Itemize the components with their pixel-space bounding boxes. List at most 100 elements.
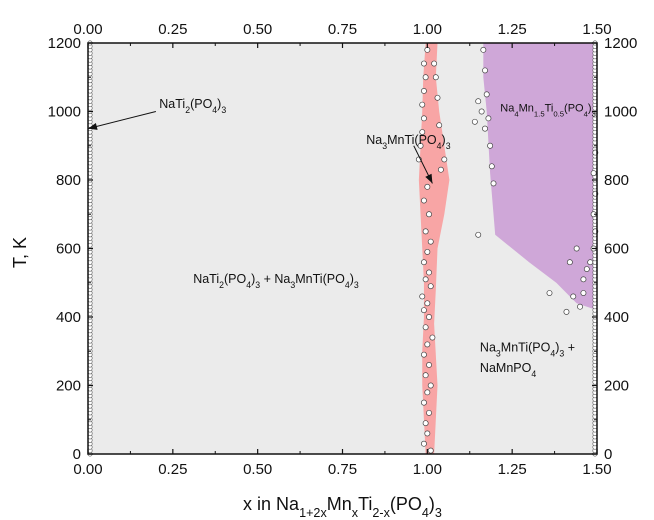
arrow-line-0	[87, 111, 156, 130]
data-point	[422, 324, 429, 331]
data-point	[420, 351, 427, 358]
y-tick-label-right: 400	[604, 309, 629, 326]
arrow-head-0	[88, 123, 98, 130]
data-point	[487, 142, 494, 149]
data-point	[420, 115, 427, 122]
data-point	[434, 94, 441, 101]
y-tick-label-right: 0	[604, 446, 612, 463]
edge-data-points	[87, 40, 598, 457]
axis-ticks: 0.00 0.00 0.25 0.25 0.50 0.50 0.75 0.75 1.00 1.00…	[48, 21, 638, 478]
data-point	[482, 67, 488, 74]
phase-annotations: NaTi2(PO4)3 Na3MnTi(PO4)3 Na4Mn1.5Ti0.5(PO…	[159, 97, 596, 379]
x-tick-label-bottom: 0.50	[243, 461, 272, 478]
data-point	[426, 362, 432, 368]
data-point	[546, 290, 553, 296]
data-point	[431, 60, 438, 67]
y-tick-label-right: 1000	[604, 104, 637, 121]
data-point	[420, 259, 427, 266]
data-point	[419, 101, 426, 108]
y-tick-label-left: 1200	[48, 35, 81, 52]
data-point	[420, 440, 427, 447]
annotation-arrows	[87, 111, 433, 184]
data-point	[563, 308, 570, 315]
x-tick-label-bottom: 1.00	[413, 461, 442, 478]
data-point	[424, 341, 431, 348]
x-tick-label-bottom: 0.25	[158, 461, 187, 478]
data-point	[427, 238, 434, 245]
data-point	[432, 74, 439, 81]
data-point	[424, 248, 431, 255]
x-tick-label-bottom: 1.25	[498, 461, 527, 478]
region-1	[483, 43, 597, 311]
data-point	[424, 430, 431, 437]
data-point	[420, 60, 427, 67]
data-point	[483, 91, 490, 98]
data-point	[475, 231, 482, 238]
data-point	[424, 46, 431, 53]
data-point	[437, 166, 444, 173]
data-point	[577, 303, 583, 310]
data-point	[566, 259, 573, 266]
data-point	[427, 283, 434, 290]
x-tick-label-top: 1.00	[413, 21, 442, 38]
data-point	[424, 183, 431, 190]
x-tick-label-top: 0.00	[73, 21, 102, 38]
annotation-mixture2b: NaMnPO4	[480, 361, 536, 379]
data-point	[424, 389, 431, 396]
data-point	[426, 409, 432, 416]
data-point	[471, 118, 478, 125]
data-point	[587, 259, 594, 266]
data-point	[426, 269, 432, 276]
data-point	[422, 420, 429, 427]
phase-regions	[418, 43, 597, 454]
data-point	[436, 122, 443, 129]
data-point	[426, 211, 432, 218]
data-point	[427, 382, 434, 389]
x-tick-label-top: 0.75	[328, 21, 357, 38]
data-point	[424, 300, 431, 307]
y-tick-label-left: 800	[56, 172, 81, 189]
y-tick-label-right: 600	[604, 241, 629, 258]
data-point	[417, 142, 424, 149]
y-tick-label-left: 200	[56, 378, 81, 395]
data-point	[583, 266, 590, 272]
y-tick-label-left: 0	[73, 446, 81, 463]
region-0	[418, 43, 450, 454]
x-tick-label-top: 1.25	[498, 21, 527, 38]
annotation-mixture2a: Na3MnTi(PO4)3 +	[480, 340, 575, 358]
annotation-na4mn: Na4Mn1.5Ti0.5(PO4)3	[500, 103, 596, 119]
data-point	[426, 314, 432, 320]
arrow-head-1	[425, 173, 433, 184]
data-point	[419, 293, 426, 300]
x-tick-label-bottom: 0.75	[328, 461, 357, 478]
y-tick-label-left: 1000	[48, 104, 81, 121]
annotation-mixture1: NaTi2(PO4)3 + Na3MnTi(PO4)3	[193, 272, 359, 290]
data-point	[590, 170, 597, 177]
data-point	[419, 129, 426, 135]
data-point	[482, 125, 488, 132]
data-point	[573, 245, 580, 252]
data-point	[420, 197, 427, 204]
data-point	[480, 46, 487, 53]
x-tick-label-bottom: 1.50	[582, 461, 611, 478]
y-tick-label-right: 200	[604, 378, 629, 395]
y-tick-label-left: 400	[56, 309, 81, 326]
data-point	[490, 180, 497, 187]
data-point	[420, 307, 427, 314]
y-tick-label-left: 600	[56, 241, 81, 258]
data-point	[422, 74, 429, 81]
data-point	[441, 156, 448, 163]
x-axis-title: x in Na1+2xMnxTi2-x(PO4)3	[243, 494, 442, 520]
data-point	[488, 163, 495, 170]
data-point	[420, 399, 427, 406]
annotation-nati2: NaTi2(PO4)3	[159, 97, 226, 115]
data-point	[420, 87, 427, 94]
y-tick-label-right: 800	[604, 172, 629, 189]
x-tick-label-bottom: 0.00	[73, 461, 102, 478]
data-point	[475, 98, 482, 105]
data-points	[415, 46, 599, 454]
data-point	[570, 293, 577, 300]
x-tick-label-top: 0.25	[158, 21, 187, 38]
data-point	[429, 334, 436, 341]
